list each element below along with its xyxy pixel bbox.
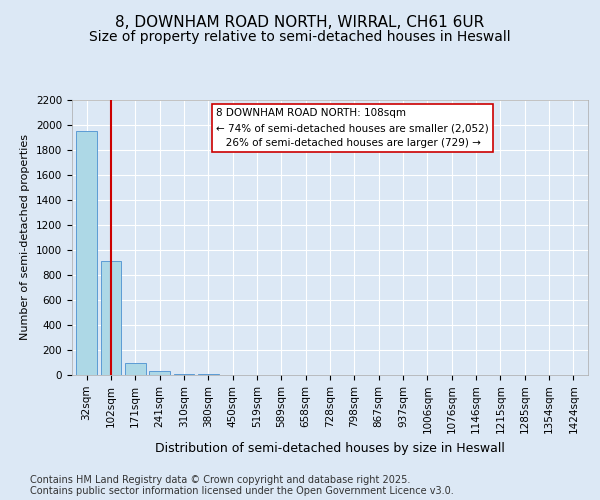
Bar	[149, 371, 170, 375]
X-axis label: Distribution of semi-detached houses by size in Heswall: Distribution of semi-detached houses by …	[155, 442, 505, 455]
Bar	[125, 362, 146, 375]
Bar	[173, 374, 194, 375]
Bar	[76, 131, 97, 375]
Bar	[101, 261, 121, 375]
Y-axis label: Number of semi-detached properties: Number of semi-detached properties	[20, 134, 31, 340]
Text: Contains public sector information licensed under the Open Government Licence v3: Contains public sector information licen…	[30, 486, 454, 496]
Text: Size of property relative to semi-detached houses in Heswall: Size of property relative to semi-detach…	[89, 30, 511, 44]
Text: 8 DOWNHAM ROAD NORTH: 108sqm
← 74% of semi-detached houses are smaller (2,052)
 : 8 DOWNHAM ROAD NORTH: 108sqm ← 74% of se…	[217, 108, 489, 148]
Bar	[198, 374, 218, 375]
Text: Contains HM Land Registry data © Crown copyright and database right 2025.: Contains HM Land Registry data © Crown c…	[30, 475, 410, 485]
Text: 8, DOWNHAM ROAD NORTH, WIRRAL, CH61 6UR: 8, DOWNHAM ROAD NORTH, WIRRAL, CH61 6UR	[115, 15, 485, 30]
